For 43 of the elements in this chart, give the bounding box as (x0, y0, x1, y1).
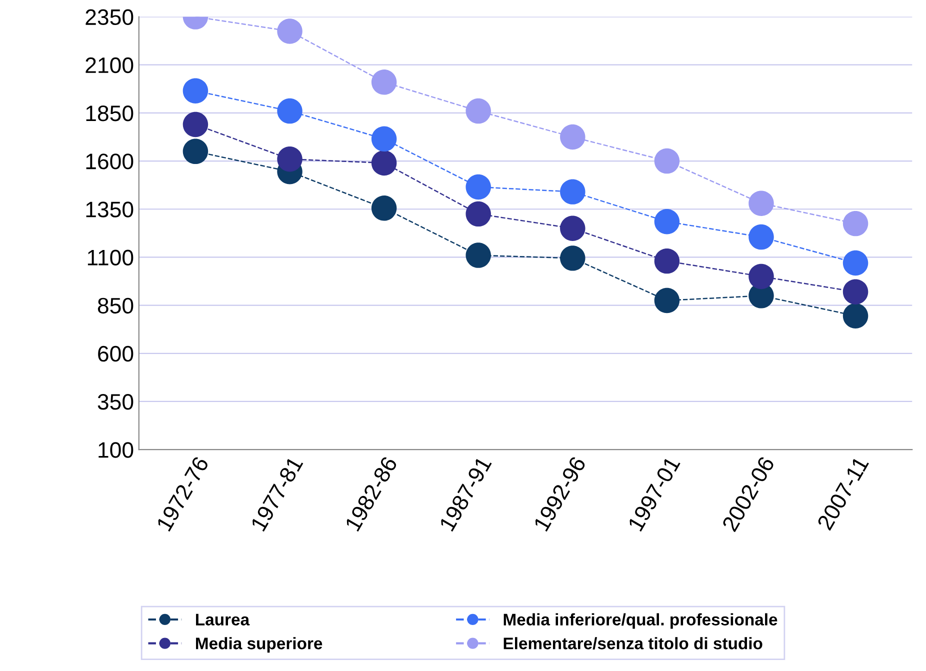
point (371, 196, 397, 221)
point (560, 246, 586, 271)
point (748, 190, 774, 216)
legend-label: Laurea (196, 614, 250, 626)
point (560, 179, 586, 204)
point (182, 138, 208, 164)
point (560, 216, 586, 241)
y-tick-label: 2350 (86, 9, 134, 26)
y-tick-label: 350 (98, 394, 134, 410)
point (654, 248, 680, 274)
point (371, 150, 397, 176)
point (748, 224, 774, 250)
point (748, 264, 774, 290)
y-tick-label: 600 (98, 346, 134, 362)
point (466, 242, 491, 268)
y-tick-label: 1350 (86, 202, 134, 218)
legend-label: Media inferiore/qual. professionale (504, 613, 778, 629)
point (182, 112, 208, 138)
y-tick-label: 1600 (86, 154, 134, 170)
point (371, 70, 397, 95)
point (654, 209, 680, 234)
y-tick-label: 100 (98, 442, 134, 458)
point (654, 148, 680, 174)
point (277, 18, 302, 44)
point (466, 98, 491, 124)
point (182, 78, 208, 104)
point (842, 279, 868, 304)
point (654, 288, 680, 314)
point (842, 303, 868, 328)
legend-label: Elementare/senza titolo di studio (504, 637, 762, 650)
y-tick-label: 850 (98, 298, 134, 314)
point (277, 98, 302, 124)
legend-label: Media superiore (196, 637, 322, 653)
point (466, 201, 491, 227)
y-tick-label: 1100 (88, 250, 134, 266)
y-tick-label: 2100 (86, 57, 134, 74)
point (371, 126, 397, 152)
point (277, 146, 302, 172)
point (466, 174, 491, 200)
point (842, 210, 868, 236)
y-tick-label: 1850 (86, 105, 134, 122)
point (560, 124, 586, 150)
point (842, 250, 868, 276)
